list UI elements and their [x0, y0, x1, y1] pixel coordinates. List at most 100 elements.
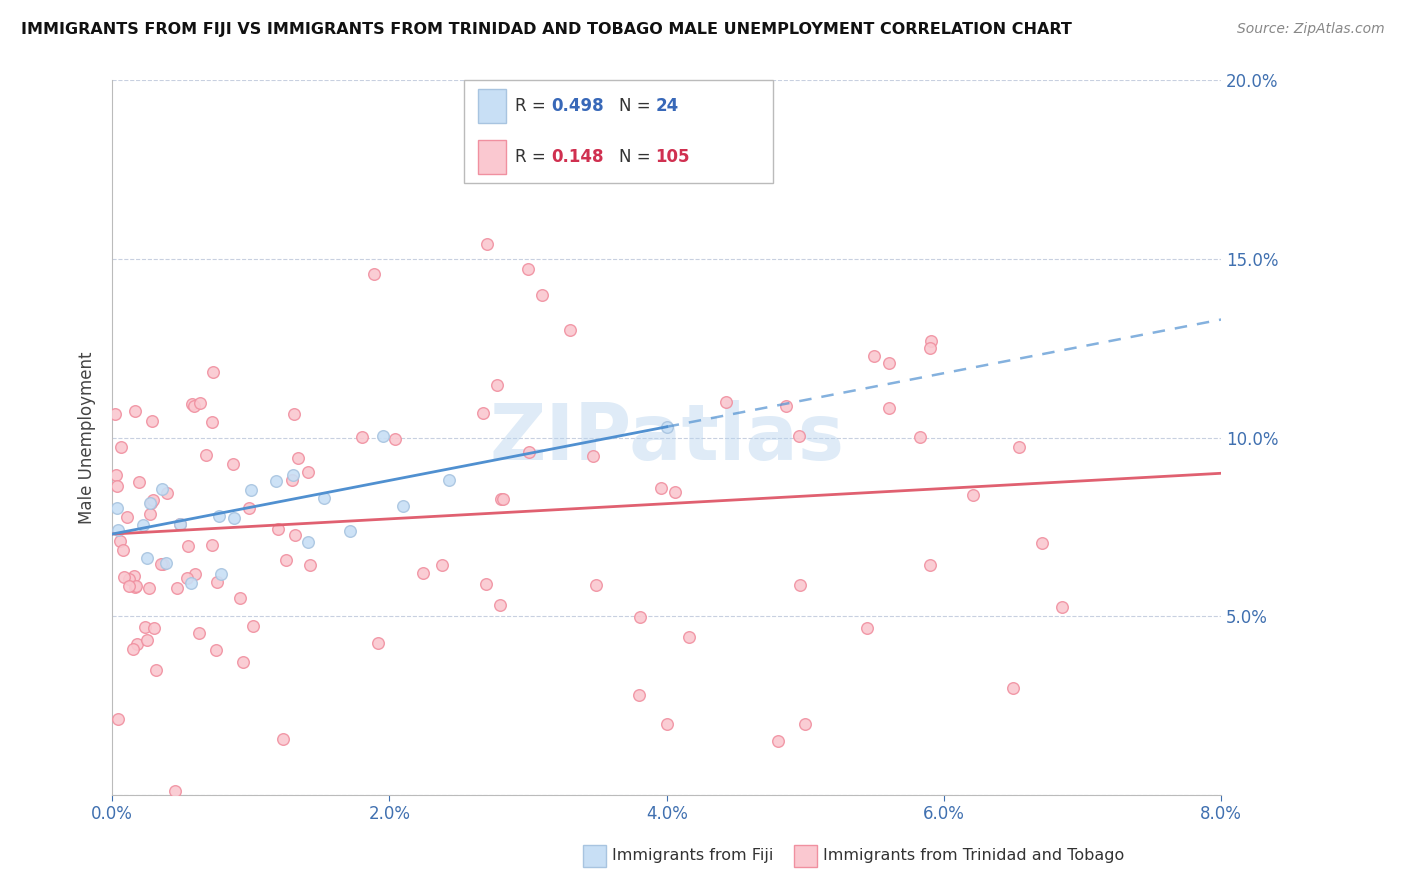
- Point: [163, 784, 186, 798]
- Point: [918, 341, 941, 355]
- Point: [297, 535, 319, 549]
- Point: [488, 598, 510, 612]
- Point: [118, 573, 141, 587]
- Point: [115, 509, 138, 524]
- Text: N =: N =: [619, 148, 650, 166]
- Text: R =: R =: [515, 96, 546, 115]
- Point: [628, 610, 651, 624]
- Point: [519, 445, 541, 459]
- Point: [920, 334, 942, 349]
- Point: [103, 408, 125, 422]
- Point: [918, 558, 941, 572]
- Point: [110, 440, 132, 454]
- Point: [201, 415, 224, 429]
- Point: [475, 237, 498, 252]
- Point: [339, 524, 361, 539]
- Point: [283, 407, 305, 421]
- Point: [384, 432, 406, 446]
- Point: [787, 429, 810, 443]
- Point: [238, 501, 260, 516]
- Point: [287, 451, 309, 466]
- Point: [664, 484, 686, 499]
- Point: [794, 716, 817, 731]
- Point: [202, 365, 225, 379]
- Point: [139, 507, 162, 521]
- Point: [111, 543, 134, 558]
- Point: [208, 508, 231, 523]
- Point: [136, 551, 159, 566]
- Text: 0.148: 0.148: [551, 148, 603, 166]
- Point: [714, 395, 737, 409]
- Point: [205, 575, 228, 590]
- Text: IMMIGRANTS FROM FIJI VS IMMIGRANTS FROM TRINIDAD AND TOBAGO MALE UNEMPLOYMENT CO: IMMIGRANTS FROM FIJI VS IMMIGRANTS FROM …: [21, 22, 1071, 37]
- Point: [166, 582, 188, 596]
- Point: [222, 457, 245, 471]
- Point: [1031, 536, 1053, 550]
- Point: [655, 716, 678, 731]
- Point: [491, 492, 513, 507]
- Point: [180, 576, 202, 591]
- Point: [363, 267, 385, 281]
- Point: [201, 538, 224, 552]
- Point: [183, 399, 205, 413]
- Point: [862, 349, 884, 363]
- Point: [142, 622, 165, 636]
- Text: N =: N =: [619, 96, 650, 115]
- Point: [188, 625, 211, 640]
- Point: [239, 483, 262, 497]
- Point: [655, 419, 678, 434]
- Point: [138, 581, 160, 595]
- Point: [439, 473, 461, 487]
- Point: [489, 492, 512, 507]
- Point: [229, 591, 252, 605]
- Point: [124, 403, 146, 417]
- Point: [169, 517, 191, 532]
- Point: [367, 636, 389, 650]
- Point: [412, 566, 434, 581]
- Point: [155, 556, 177, 570]
- Point: [131, 518, 153, 533]
- Point: [1002, 681, 1025, 695]
- Point: [908, 429, 931, 443]
- Point: [350, 430, 373, 444]
- Point: [138, 496, 160, 510]
- Point: [766, 734, 789, 748]
- Point: [107, 523, 129, 537]
- Point: [789, 578, 811, 592]
- Point: [141, 493, 163, 508]
- Point: [242, 619, 264, 633]
- Point: [877, 356, 900, 370]
- Text: 24: 24: [655, 96, 679, 115]
- Point: [134, 619, 156, 633]
- Point: [205, 643, 228, 657]
- Point: [678, 630, 700, 644]
- Point: [1050, 599, 1073, 614]
- Point: [856, 621, 879, 635]
- Point: [271, 731, 294, 746]
- Point: [181, 397, 204, 411]
- Point: [299, 558, 322, 572]
- Text: 0.498: 0.498: [551, 96, 603, 115]
- Point: [879, 401, 901, 416]
- Point: [627, 688, 650, 702]
- Point: [486, 377, 509, 392]
- Point: [475, 577, 498, 591]
- Point: [281, 467, 304, 482]
- Text: 105: 105: [655, 148, 690, 166]
- Point: [195, 449, 218, 463]
- Point: [284, 528, 307, 542]
- Y-axis label: Male Unemployment: Male Unemployment: [79, 351, 96, 524]
- Point: [108, 534, 131, 549]
- Point: [962, 488, 984, 502]
- Point: [150, 557, 173, 571]
- Point: [312, 491, 335, 505]
- Point: [211, 567, 233, 582]
- Point: [232, 655, 254, 669]
- Point: [267, 522, 290, 536]
- Text: Immigrants from Fiji: Immigrants from Fiji: [612, 848, 773, 863]
- Point: [156, 486, 179, 500]
- Text: Source: ZipAtlas.com: Source: ZipAtlas.com: [1237, 22, 1385, 37]
- Point: [105, 467, 128, 482]
- Point: [297, 465, 319, 479]
- Point: [136, 633, 159, 648]
